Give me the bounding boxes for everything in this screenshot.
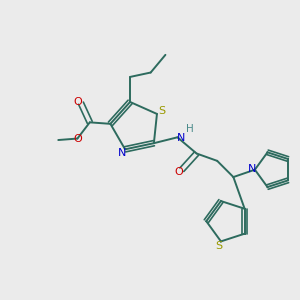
Text: O: O [175, 167, 183, 177]
Text: O: O [74, 134, 82, 144]
Text: N: N [177, 133, 185, 143]
Text: H: H [186, 124, 194, 134]
Text: S: S [158, 106, 165, 116]
Text: S: S [215, 241, 222, 251]
Text: O: O [73, 97, 82, 107]
Text: N: N [118, 148, 126, 158]
Text: N: N [248, 164, 257, 174]
